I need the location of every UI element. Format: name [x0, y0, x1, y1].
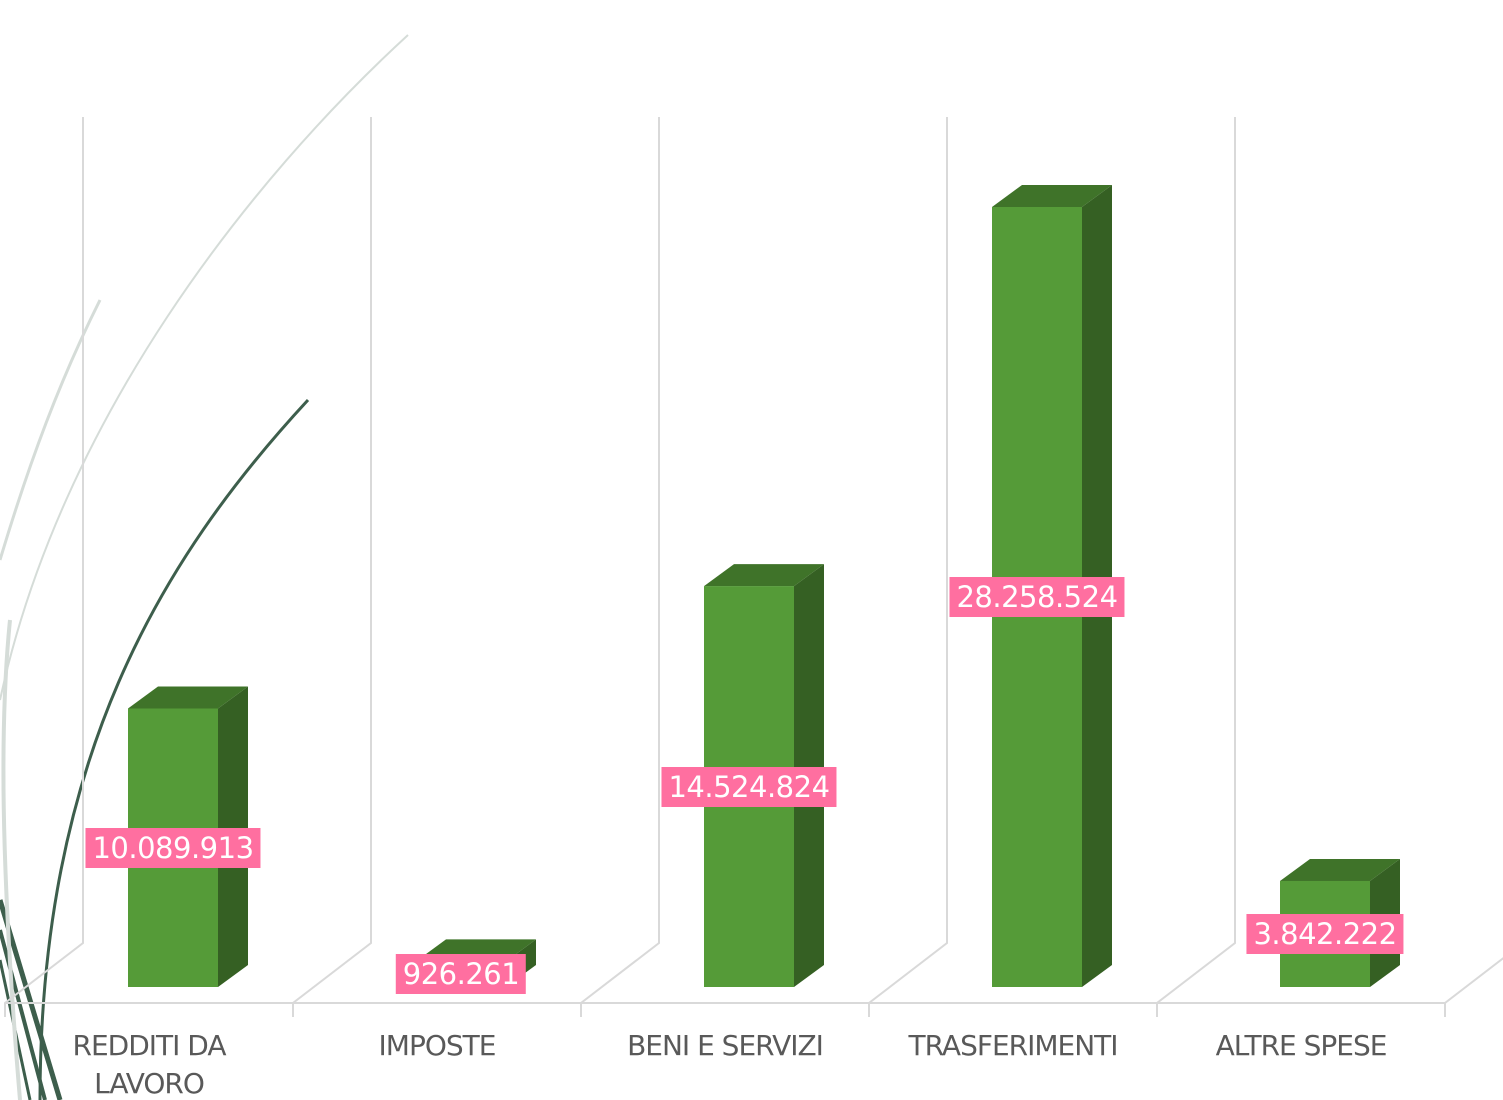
grid-line [868, 117, 948, 1017]
grid-line [4, 117, 84, 1017]
x-tick-label: ALTRE SPESE [1215, 1029, 1388, 1062]
grid-line [580, 117, 660, 1017]
x-tick-label: REDDITI DA LAVORO [72, 1029, 226, 1100]
x-tick-label: IMPOSTE [378, 1029, 497, 1062]
bar-top [704, 564, 824, 587]
bar-top [1280, 858, 1400, 881]
data-label: 926.261 [395, 954, 527, 995]
x-tick-label: BENI E SERVIZI [627, 1029, 824, 1062]
data-label: 3.842.222 [1246, 913, 1404, 954]
data-label: 14.524.824 [661, 766, 837, 807]
grid-line [292, 117, 372, 1017]
x-tick-label: TRASFERIMENTI [908, 1029, 1118, 1062]
bar-top [992, 185, 1112, 207]
bar-top [128, 686, 248, 709]
grid-line [1156, 117, 1236, 1017]
floor-grid [4, 117, 1503, 1017]
decoration [0, 34, 409, 1100]
data-label: 28.258.524 [949, 577, 1125, 617]
data-label: 10.089.913 [85, 827, 261, 868]
grid-line [1444, 957, 1503, 1017]
